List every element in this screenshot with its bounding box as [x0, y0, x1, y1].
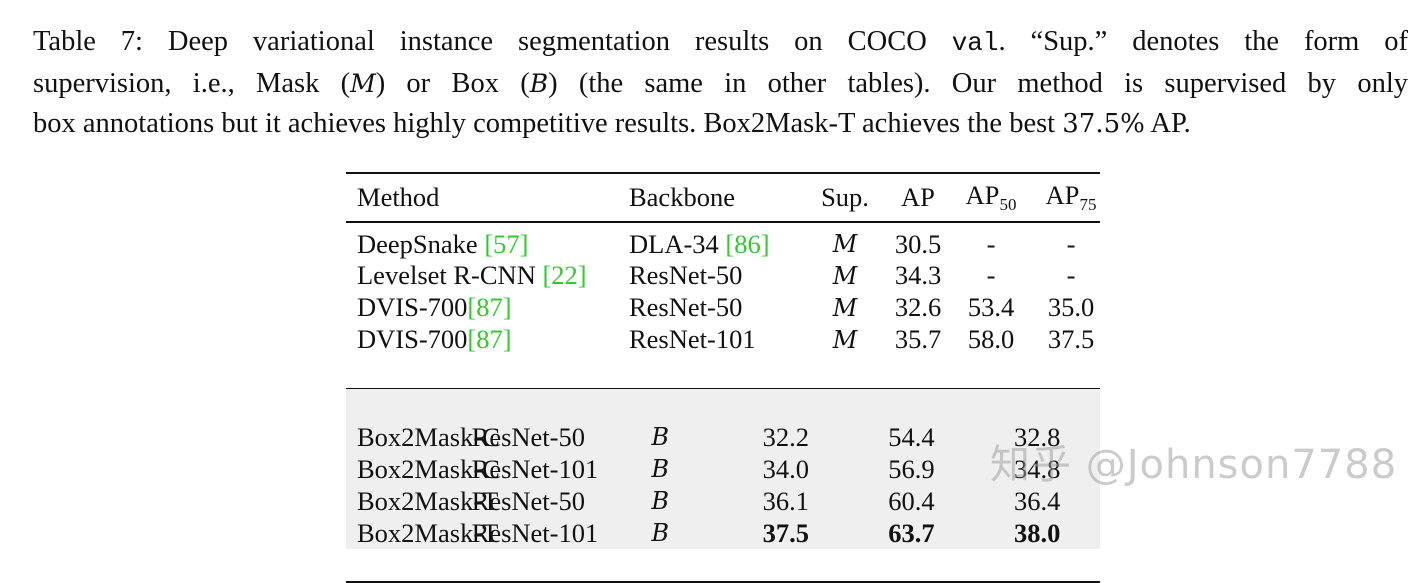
sup-cell: B [597, 517, 723, 549]
table-row: Box2Mask-C ResNet-50 B 32.2 54.4 32.8 [346, 421, 1100, 453]
citation: [57] [484, 228, 529, 259]
table-row: DVIS-700[87] ResNet-50 M 32.6 53.4 35.0 [357, 292, 1095, 322]
citation: [86] [725, 228, 770, 259]
best-ap50: 63.7 [848, 517, 975, 549]
caption-line-3: box annotations but it achieves highly c… [33, 108, 1191, 139]
mask-supervised-group: DeepSnake [57] DLA-34 [86] M 30.5 - - Le… [346, 223, 1111, 388]
header-ap: AP [901, 182, 935, 212]
sup-cell: M [832, 293, 858, 322]
top-rule [346, 172, 1100, 174]
sup-cell: M [832, 230, 858, 258]
header-rule [346, 221, 1100, 223]
best-ap75: 38.0 [974, 517, 1100, 549]
sup-cell: M [832, 261, 858, 290]
sup-cell: B [597, 453, 723, 485]
results-table: Method Backbone Sup. AP AP50 AP75 DeepSn… [346, 172, 1100, 583]
caption-best-ap: 37.5% [1062, 109, 1145, 139]
caption-line-1: Table 7: Deep variational instance segme… [33, 26, 1408, 58]
sup-cell: B [597, 421, 723, 453]
caption-code-val: val [951, 28, 999, 58]
citation: [87] [467, 292, 512, 322]
sup-cell: M [832, 325, 858, 354]
sup-cell: B [597, 485, 723, 517]
citation: [22] [542, 260, 587, 290]
header-ap75: AP75 [1045, 180, 1097, 214]
table-row-best: Box2Mask-T ResNet-101 B 37.5 63.7 38.0 [346, 517, 1100, 549]
table-caption: Table 7: Deep variational instance segme… [33, 22, 1408, 145]
table-row: DVIS-700[87] ResNet-101 M 35.7 58.0 37.5 [357, 324, 1095, 354]
table-row: Box2Mask-C ResNet-101 B 34.0 56.9 34.8 [346, 453, 1100, 485]
caption-line-2: supervision, i.e., Mask (M) or Box (B) (… [33, 67, 1408, 99]
group-rule [346, 387, 1100, 389]
best-ap: 37.5 [722, 517, 849, 549]
box-symbol: B [529, 68, 549, 98]
table-row: Levelset R-CNN [22] ResNet-50 M 34.3 - - [357, 260, 1076, 290]
header-backbone: Backbone [629, 182, 735, 212]
header-method: Method [357, 182, 440, 212]
header-sup: Sup. [821, 182, 869, 212]
citation: [87] [467, 324, 512, 354]
header-ap50: AP50 [965, 180, 1017, 214]
header-row: Method Backbone Sup. AP AP50 AP75 [346, 174, 1111, 221]
box-supervised-group: Box2Mask-C ResNet-50 B 32.2 54.4 32.8 Bo… [346, 389, 1100, 581]
mask-symbol: M [350, 68, 376, 98]
table-row: DeepSnake [57] DLA-34 [86] M 30.5 - - [346, 223, 1111, 260]
table-row: Box2Mask-T ResNet-50 B 36.1 60.4 36.4 [346, 485, 1100, 517]
